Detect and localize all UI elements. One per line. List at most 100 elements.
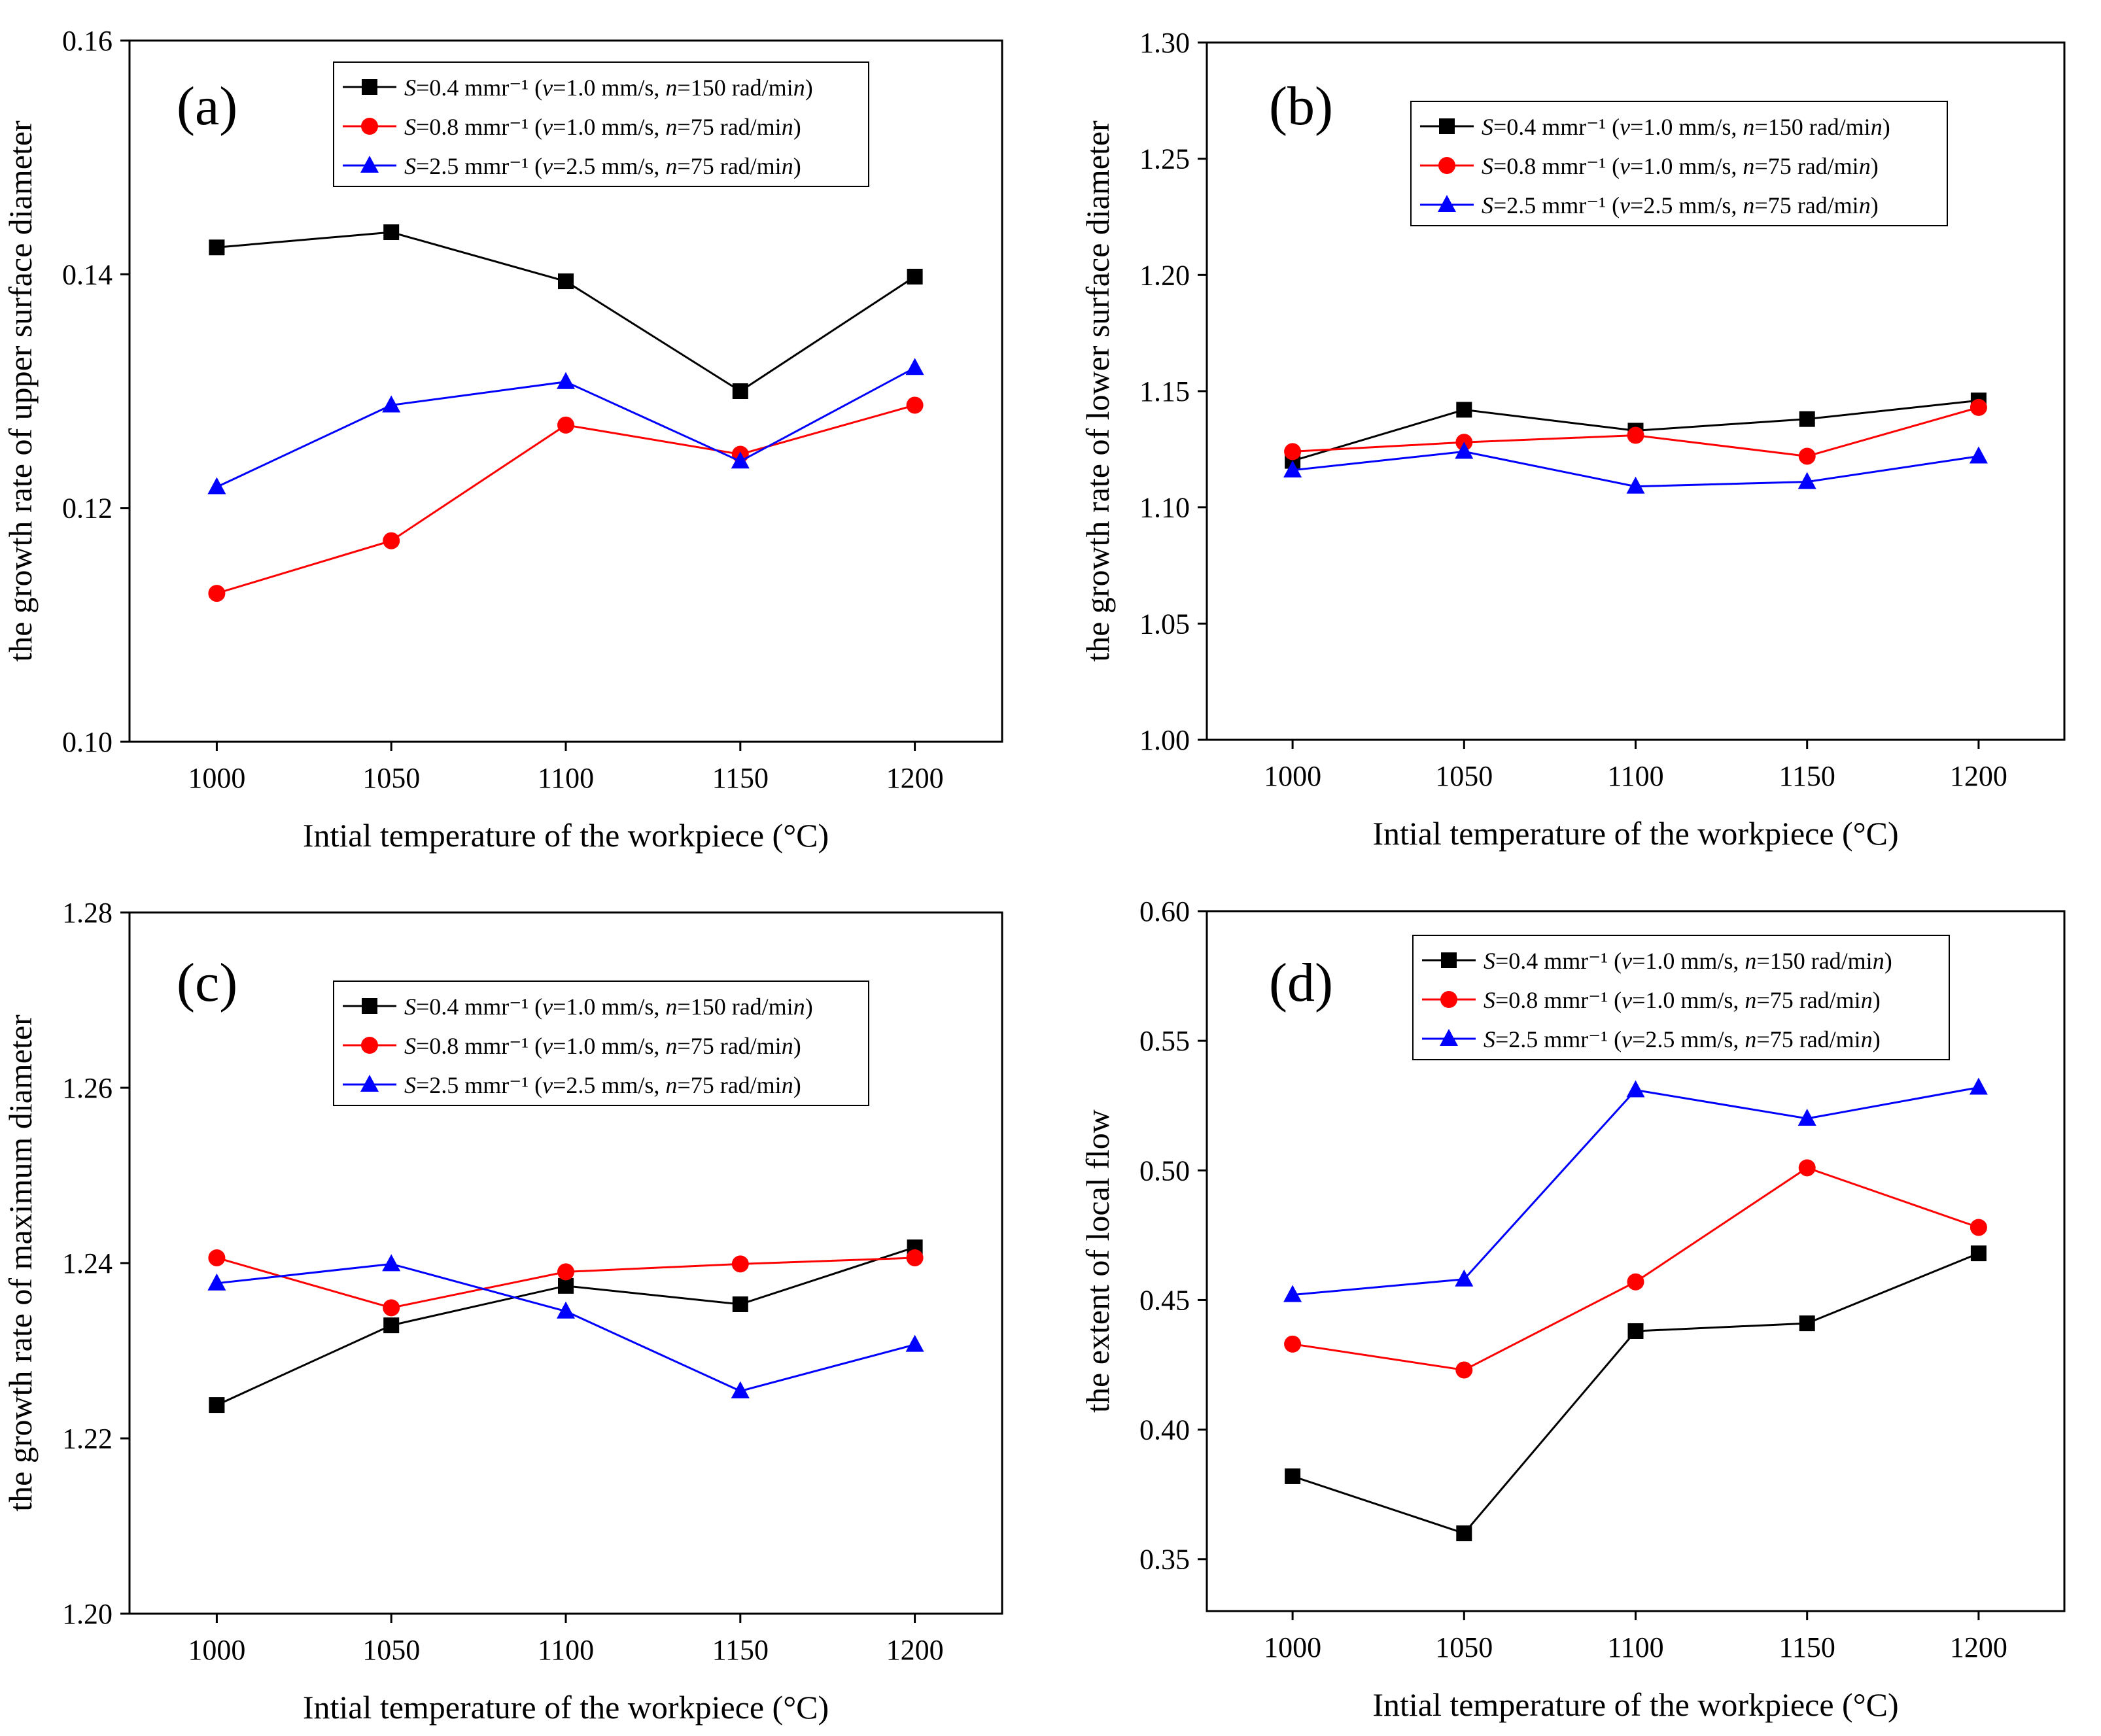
data-point-series-1 [1285, 1468, 1301, 1484]
data-point-series-1 [558, 273, 574, 290]
legend-box [333, 61, 869, 187]
legend: S=0.4 mmr⁻¹ (v=1.0 mm/s, n=150 rad/min) S… [333, 981, 869, 1106]
data-point-series-3 [557, 1301, 575, 1319]
legend-box [333, 981, 869, 1106]
data-point-series-2 [557, 1263, 574, 1281]
data-point-series-1 [1970, 1245, 1987, 1262]
x-axis-label: Intial temperature of the workpiece (°C) [303, 817, 829, 854]
data-point-series-2 [383, 1299, 400, 1317]
legend-marker [1440, 1029, 1458, 1046]
data-point-series-2 [731, 1255, 749, 1273]
data-point-series-3 [1283, 460, 1302, 477]
data-point-series-3 [1969, 1077, 1988, 1095]
data-point-series-3 [382, 395, 401, 413]
y-tick-label: 1.25 [1139, 143, 1190, 175]
data-point-series-2 [906, 396, 924, 414]
data-point-series-1 [383, 1317, 400, 1334]
x-tick-label: 1200 [886, 1634, 944, 1666]
legend: S=0.4 mmr⁻¹ (v=1.0 mm/s, n=150 rad/min) S… [333, 61, 869, 187]
legend-entry-1: S=0.4 mmr⁻¹ (v=1.0 mm/s, n=150 rad/min) [1482, 114, 1890, 140]
legend-entry-3: S=2.5 mmr⁻¹ (v=2.5 mm/s, n=75 rad/min) [404, 1072, 801, 1098]
legend-marker [1439, 118, 1455, 134]
y-tick-label: 0.12 [62, 493, 113, 525]
legend-box [1410, 101, 1948, 226]
data-point-series-3 [1626, 476, 1645, 494]
data-point-series-3 [207, 477, 226, 495]
x-tick-label: 1050 [1435, 1631, 1493, 1663]
data-point-series-2 [1798, 447, 1816, 465]
y-tick-label: 1.30 [1139, 27, 1190, 59]
legend-marker [362, 998, 377, 1014]
x-tick-label: 1100 [538, 1634, 594, 1666]
x-tick-label: 1050 [1435, 760, 1493, 792]
data-point-series-2 [906, 1249, 924, 1266]
series-line-1 [1292, 1252, 1979, 1535]
legend-marker [1441, 952, 1457, 968]
chart-panel-4: 1000 1050 1100 1150 1200 0.35 0.40 0.45 0.50 0.55… [1079, 895, 2066, 1723]
y-tick-label: 0.35 [1139, 1544, 1190, 1576]
y-tick-label: 1.15 [1139, 375, 1190, 408]
data-point-series-3 [1969, 446, 1988, 464]
x-tick-label: 1000 [188, 762, 245, 794]
panel-label: (a) [177, 76, 237, 137]
legend-entry-2: S=0.8 mmr⁻¹ (v=1.0 mm/s, n=75 rad/min) [404, 114, 801, 140]
x-axis-label: Intial temperature of the workpiece (°C) [1372, 815, 1898, 852]
y-tick-label: 1.20 [62, 1598, 113, 1630]
data-point-series-3 [1455, 442, 1474, 459]
data-point-series-1 [558, 1277, 574, 1294]
panel-label: (c) [177, 952, 237, 1013]
data-point-series-1 [1456, 402, 1472, 418]
y-tick-label: 1.24 [62, 1247, 113, 1279]
x-tick-label: 1150 [712, 1634, 769, 1666]
legend-marker [362, 79, 377, 95]
data-point-series-2 [1798, 1159, 1816, 1177]
data-point-series-1 [1627, 1323, 1644, 1339]
y-axis-label: the growth rate of maximum diameter [2, 1015, 39, 1512]
y-tick-label: 1.05 [1139, 608, 1190, 640]
data-point-series-3 [1797, 1109, 1816, 1126]
x-tick-label: 1100 [538, 762, 594, 794]
y-tick-label: 0.45 [1139, 1284, 1190, 1316]
data-point-series-2 [208, 585, 226, 602]
chart-panel-2: 1000 1050 1100 1150 1200 1.00 1.05 1.10 1.15 1.20… [1079, 27, 2066, 852]
data-point-series-2 [1970, 398, 1987, 416]
y-tick-label: 0.14 [62, 258, 113, 290]
data-point-series-1 [732, 1296, 748, 1312]
legend-box [1412, 935, 1950, 1060]
x-tick-label: 1200 [1950, 760, 2007, 792]
legend-entry-1: S=0.4 mmr⁻¹ (v=1.0 mm/s, n=150 rad/min) [404, 994, 813, 1020]
data-point-series-1 [1799, 1315, 1815, 1332]
y-axis-label: the growth rate of upper surface diamete… [2, 120, 39, 662]
data-point-series-2 [557, 416, 574, 434]
y-axis-label: the extent of local flow [1079, 1109, 1116, 1413]
x-tick-label: 1000 [188, 1634, 245, 1666]
legend-marker [360, 156, 379, 173]
y-tick-label: 1.22 [62, 1423, 113, 1455]
legend-entry-3: S=2.5 mmr⁻¹ (v=2.5 mm/s, n=75 rad/min) [404, 153, 801, 179]
y-tick-label: 0.40 [1139, 1414, 1190, 1446]
y-tick-label: 1.20 [1139, 259, 1190, 291]
x-tick-label: 1150 [712, 762, 769, 794]
x-tick-label: 1000 [1264, 1631, 1321, 1663]
x-tick-label: 1200 [886, 762, 944, 794]
x-tick-label: 1200 [1950, 1631, 2007, 1663]
panel-label: (d) [1269, 952, 1333, 1013]
legend: S=0.4 mmr⁻¹ (v=1.0 mm/s, n=150 rad/min) S… [1412, 935, 1950, 1060]
x-tick-label: 1050 [362, 1634, 420, 1666]
data-point-series-3 [382, 1254, 401, 1272]
y-tick-label: 0.55 [1139, 1025, 1190, 1057]
legend-marker [361, 118, 378, 135]
data-point-series-1 [1799, 411, 1815, 427]
data-point-series-1 [732, 383, 748, 399]
data-point-series-2 [1627, 1273, 1644, 1291]
legend-entry-3: S=2.5 mmr⁻¹ (v=2.5 mm/s, n=75 rad/min) [1484, 1026, 1881, 1052]
panel-label: (b) [1269, 76, 1333, 137]
x-tick-label: 1150 [1779, 1631, 1835, 1663]
legend-entry-2: S=0.8 mmr⁻¹ (v=1.0 mm/s, n=75 rad/min) [1482, 153, 1879, 179]
data-point-series-1 [209, 1397, 225, 1414]
series-line-2 [1292, 1166, 1979, 1371]
data-point-series-2 [1284, 443, 1302, 460]
x-axis-label: Intial temperature of the workpiece (°C) [303, 1689, 829, 1726]
data-point-series-1 [383, 224, 400, 241]
